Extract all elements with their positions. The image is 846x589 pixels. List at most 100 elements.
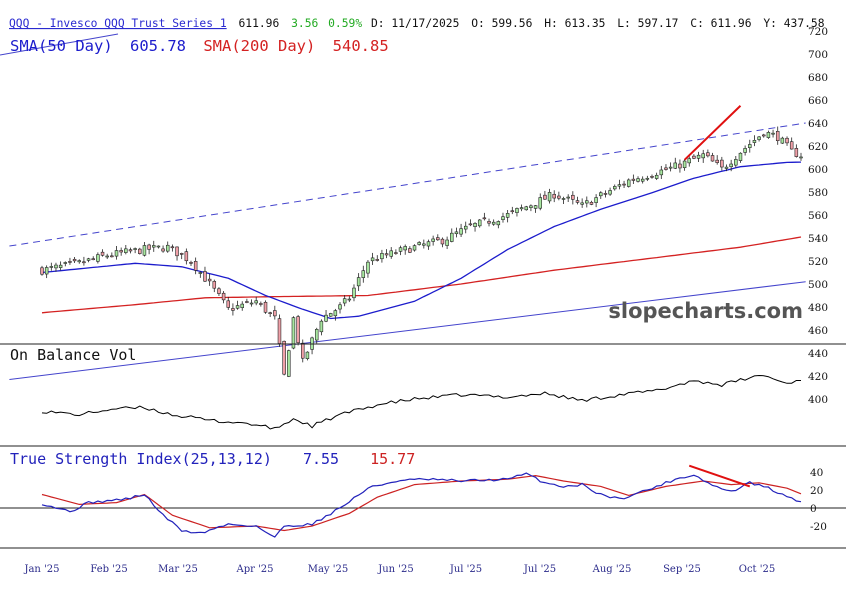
candle	[729, 159, 733, 172]
candle	[175, 246, 179, 261]
candle	[710, 152, 715, 162]
candle	[580, 198, 584, 208]
candle	[468, 219, 473, 227]
tsi-line	[41, 472, 802, 538]
y-readout: Y: 437.58	[763, 17, 824, 30]
candle	[692, 154, 696, 160]
high-readout: H: 613.35	[544, 17, 605, 30]
candle	[519, 204, 524, 212]
candle	[748, 139, 752, 153]
candle	[640, 176, 645, 184]
candle	[370, 252, 375, 265]
price-tick-label: 580	[808, 187, 828, 199]
obv-title: On Balance Vol	[10, 346, 136, 364]
candle	[617, 179, 622, 190]
tsi-tick-label: -20	[810, 521, 827, 533]
candle	[384, 249, 389, 259]
sma200-path	[41, 236, 802, 314]
candle	[77, 259, 81, 264]
x-tick-label: Jul '25	[523, 564, 556, 575]
candle	[217, 287, 221, 297]
price-tick-label: 420	[808, 371, 828, 383]
candle	[105, 253, 109, 260]
candle	[296, 314, 300, 346]
candle	[706, 149, 710, 158]
candle	[762, 133, 766, 138]
candle	[40, 265, 44, 276]
candlesticks	[40, 126, 803, 378]
candle	[305, 351, 310, 361]
candle	[650, 174, 654, 179]
candle	[347, 296, 352, 303]
tsi-signal-value: 15.77	[370, 450, 415, 468]
tsi-divergence-line	[688, 464, 751, 488]
candle	[510, 206, 515, 215]
symbol-title[interactable]: QQQ - Invesco QQQ Trust Series 1	[9, 17, 227, 30]
candle	[557, 191, 561, 201]
candle	[128, 247, 133, 254]
candle	[664, 164, 668, 171]
candle	[720, 156, 724, 171]
candle	[482, 212, 487, 221]
price-divergence	[683, 105, 742, 161]
candle	[701, 149, 705, 163]
x-tick-label: Apr '25	[235, 564, 273, 575]
sma50-line	[41, 161, 802, 320]
candle	[198, 271, 203, 278]
price-tick-label: 720	[808, 26, 828, 38]
candle	[282, 340, 286, 376]
candle	[552, 190, 556, 203]
candle	[124, 245, 128, 255]
candle	[529, 204, 533, 212]
trendline	[9, 281, 806, 380]
candle	[659, 165, 664, 180]
tsi-tick-label: 20	[810, 485, 823, 497]
candle	[245, 298, 249, 304]
candle	[394, 249, 398, 255]
candle	[375, 255, 380, 262]
candle	[463, 221, 468, 234]
candle	[440, 237, 445, 248]
price-tick-label: 460	[808, 325, 828, 337]
candle	[477, 219, 482, 228]
price-tick-label: 660	[808, 95, 828, 107]
candle	[571, 191, 575, 205]
x-tick-label: Sep '25	[663, 564, 701, 575]
obv-path	[41, 374, 801, 430]
candle	[789, 137, 794, 150]
x-tick-label: Jun '25	[377, 564, 414, 575]
x-tick-label: Mar '25	[158, 564, 198, 575]
candle	[389, 247, 393, 259]
candle	[273, 305, 277, 320]
tsi-tick-label: 0	[810, 503, 817, 515]
tsi-title: True Strength Index(25,13,12)	[10, 450, 272, 468]
tsi-tick-label: 40	[810, 467, 823, 479]
price-tick-label: 440	[808, 348, 828, 360]
change-percent: 0.59%	[328, 17, 362, 30]
candle	[161, 245, 165, 253]
candle	[301, 339, 305, 363]
candle	[91, 256, 95, 261]
candle	[505, 209, 510, 223]
candle	[226, 296, 231, 310]
candle	[254, 296, 258, 306]
price-tick-label: 500	[808, 279, 828, 291]
candle	[82, 256, 86, 266]
candle	[361, 265, 366, 283]
candle	[338, 302, 342, 314]
candle	[100, 249, 105, 257]
candle	[110, 252, 114, 258]
candle	[170, 244, 175, 252]
candle	[165, 241, 170, 253]
candle	[249, 299, 254, 307]
last-price: 611.96	[238, 17, 279, 30]
candle	[49, 262, 54, 271]
candle	[668, 162, 673, 172]
candle	[673, 157, 678, 170]
candle	[678, 159, 682, 173]
sma50-path	[41, 161, 802, 320]
candle	[72, 256, 77, 263]
price-y-axis: 400 420 440 460 480 500 520 540 560 580 600 620 640 6…	[808, 26, 828, 406]
candle	[287, 349, 291, 378]
tsi-divergence	[688, 464, 751, 488]
